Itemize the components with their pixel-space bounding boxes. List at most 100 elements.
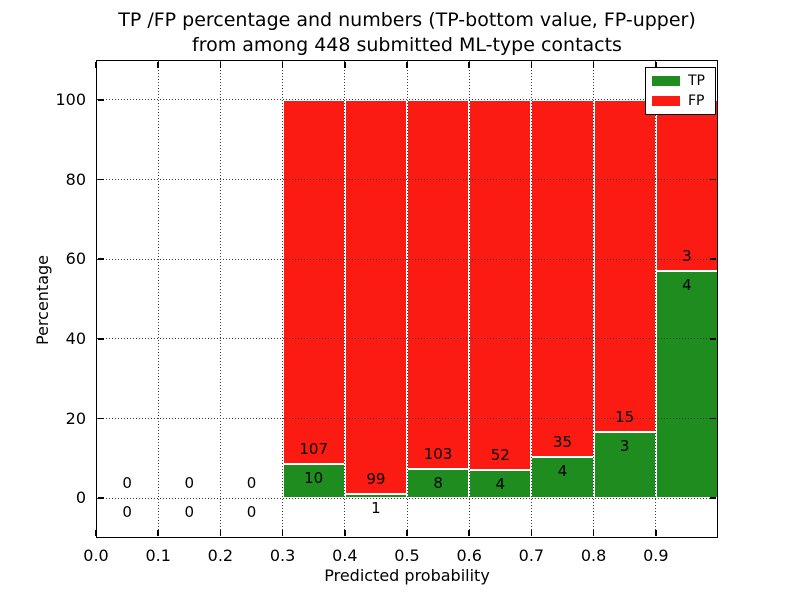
bar-label-tp: 4 [682, 275, 692, 294]
x-tickmark-top [219, 61, 222, 68]
x-tick-label: 0.3 [269, 546, 296, 565]
bar-label-tp: 8 [433, 474, 443, 493]
x-tickmark-top [530, 61, 533, 68]
x-tickmark-top [406, 61, 408, 68]
y-tickmark-right [710, 178, 717, 181]
x-tickmark-bottom [219, 530, 222, 537]
bar-label-tp: 3 [619, 436, 630, 455]
legend-entry-tp: TP [652, 73, 709, 89]
y-tickmark-left [97, 178, 104, 181]
bar-label-tp: 0 [246, 503, 257, 522]
x-tick-label: 0.5 [394, 546, 420, 565]
bar-label-fp: 3 [682, 246, 692, 265]
legend-swatch-fp [652, 95, 680, 106]
bar-label-fp: 0 [122, 474, 132, 493]
x-tick-label: 0.1 [145, 546, 171, 565]
x-tick-label: 0.7 [518, 546, 545, 565]
x-gridline [530, 61, 532, 537]
bar-segment-fp [655, 99, 718, 271]
x-tickmark-top [344, 61, 346, 68]
chart-title: TP /FP percentage and numbers (TP-bottom… [96, 8, 718, 58]
chart-title-line1: TP /FP percentage and numbers (TP-bottom… [118, 9, 696, 31]
y-tick-label: 40 [65, 328, 86, 348]
legend-entry-fp: FP [652, 93, 709, 109]
y-tick-label: 0 [75, 488, 86, 508]
x-tick-label: 0.9 [643, 546, 669, 565]
x-tickmark-bottom [344, 530, 346, 537]
bar-segment-tp [593, 431, 656, 499]
y-tickmark-right [710, 338, 717, 340]
legend-label: TP [688, 73, 705, 90]
bar-segment-tp [655, 270, 718, 499]
x-tickmark-bottom [95, 530, 97, 537]
bar-segment-tp [344, 494, 407, 499]
y-tick-label: 60 [65, 249, 86, 269]
x-gridline [593, 61, 595, 537]
bar-label-fp: 99 [366, 470, 386, 489]
x-gridline [344, 61, 346, 537]
x-gridline [655, 61, 657, 537]
x-gridline [282, 61, 284, 537]
x-gridline [157, 61, 159, 537]
y-tickmark-right [710, 258, 717, 260]
x-tickmark-top [655, 61, 657, 68]
bar-label-tp: 4 [495, 474, 506, 493]
x-tickmark-top [281, 61, 284, 68]
x-tickmark-top [157, 61, 159, 68]
bar-segment-fp [407, 99, 470, 470]
bar-label-fp: 103 [423, 445, 453, 464]
x-tick-label: 0.6 [456, 546, 482, 565]
x-gridline [468, 61, 470, 537]
bar-label-tp: 1 [371, 499, 381, 518]
bar-label-fp: 15 [615, 407, 635, 426]
y-tickmark-left [97, 417, 104, 420]
bar-label-tp: 0 [122, 503, 132, 522]
x-tickmark-bottom [406, 530, 408, 537]
bar-label-fp: 0 [184, 474, 195, 493]
y-tick-label: 20 [65, 408, 86, 428]
x-tickmark-bottom [157, 530, 159, 537]
x-tickmark-bottom [592, 530, 595, 537]
x-tickmark-bottom [655, 530, 657, 537]
x-tickmark-top [468, 61, 470, 68]
bar-segment-fp [282, 99, 345, 465]
bar-label-fp: 35 [552, 433, 573, 452]
y-tickmark-left [97, 497, 104, 499]
x-tick-label: 0.0 [83, 546, 109, 565]
y-tick-label: 80 [65, 169, 86, 189]
y-axis-label: Percentage [32, 254, 52, 345]
y-tickmark-left [97, 99, 104, 101]
x-tickmark-bottom [281, 530, 284, 537]
bar-label-tp: 4 [557, 462, 568, 481]
x-tick-label: 0.2 [207, 546, 234, 565]
x-tickmark-top [592, 61, 595, 68]
bar-segment-tp [531, 457, 594, 499]
x-axis-label: Predicted probability [324, 566, 490, 585]
y-tickmark-left [97, 338, 104, 340]
bar-label-tp: 0 [184, 503, 195, 522]
legend-label: FP [688, 92, 705, 109]
bar-label-tp: 10 [304, 469, 324, 488]
y-tickmark-right [710, 417, 717, 420]
bar-label-fp: 52 [490, 445, 510, 464]
bar-label-fp: 107 [299, 440, 328, 459]
y-tickmark-left [97, 258, 104, 260]
bar-segment-fp [531, 99, 594, 458]
bar-segment-fp [344, 99, 407, 495]
bar-segment-fp [469, 99, 532, 470]
x-tickmark-bottom [530, 530, 533, 537]
x-gridline [219, 61, 221, 537]
bar-segment-fp [593, 99, 656, 432]
y-tick-label: 100 [55, 89, 86, 109]
legend-swatch-tp [652, 76, 680, 87]
chart-title-line2: from among 448 submitted ML-type contact… [192, 34, 622, 56]
x-tickmark-top [95, 61, 97, 68]
bar-segment-tp [469, 469, 532, 499]
legend: TP FP [645, 67, 716, 115]
bar-label-fp: 0 [246, 474, 257, 493]
y-tickmark-right [710, 497, 717, 499]
bar-segment-tp [282, 464, 345, 499]
x-gridline [406, 61, 408, 537]
x-tickmark-bottom [468, 530, 470, 537]
